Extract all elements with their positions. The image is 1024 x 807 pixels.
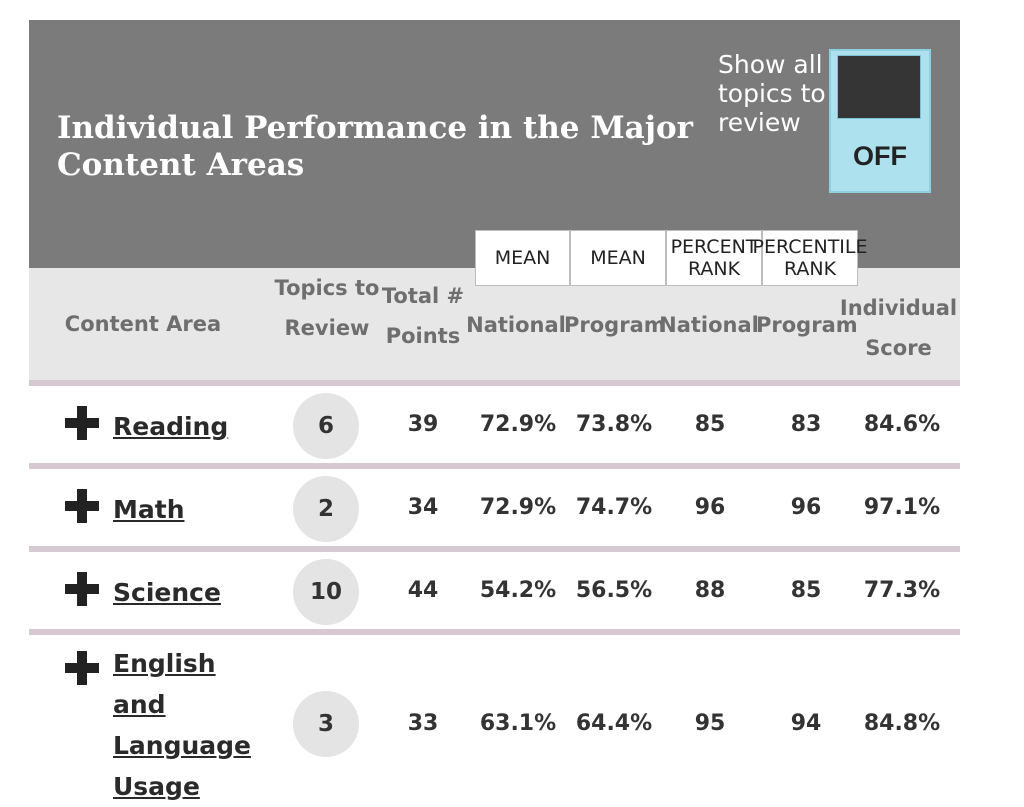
- mean-national-cell: 54.2%: [479, 578, 557, 603]
- mean-program-cell: 73.8%: [575, 412, 653, 437]
- total-points-cell: 33: [407, 711, 439, 736]
- row-divider: [29, 629, 960, 635]
- plus-icon[interactable]: [65, 489, 99, 523]
- pr-national-cell: 85: [694, 412, 726, 437]
- content-area-link[interactable]: Reading: [113, 412, 229, 441]
- content-area-link[interactable]: English and Language Usage: [113, 649, 252, 801]
- column-header-band: Content Area Topics to Review Total # Po…: [29, 268, 960, 380]
- subheader-mean-national: MEAN: [475, 230, 570, 286]
- mean-national-cell: 72.9%: [479, 412, 557, 437]
- column-header-content-area: Content Area: [64, 312, 222, 336]
- column-header-pr-national: National: [659, 313, 759, 337]
- pr-program-cell: 85: [790, 578, 822, 603]
- toggle-knob[interactable]: [837, 55, 921, 119]
- individual-score-cell: 77.3%: [863, 578, 941, 603]
- topics-count-badge: 2: [293, 476, 359, 542]
- subheader-percent-rank-national: PERCENT RANK: [666, 230, 762, 286]
- card-header: Individual Performance in the Major Cont…: [29, 20, 960, 268]
- pr-national-cell: 88: [694, 578, 726, 603]
- column-header-total-points: Total # Points: [381, 284, 465, 348]
- column-header-topics-to-review: Topics to Review: [274, 276, 380, 340]
- individual-score-cell: 84.8%: [863, 711, 941, 736]
- mean-national-cell: 72.9%: [479, 495, 557, 520]
- toggle-label: Show all topics to review: [718, 50, 826, 137]
- table-row: Reading 6 39 72.9% 73.8% 85 83 84.6%: [29, 386, 960, 463]
- column-header-individual-score: Individual Score: [839, 296, 958, 360]
- pr-program-cell: 83: [790, 412, 822, 437]
- topics-count-badge: 10: [293, 559, 359, 625]
- topics-count-badge: 6: [293, 393, 359, 459]
- table-row: Math 2 34 72.9% 74.7% 96 96 97.1%: [29, 469, 960, 546]
- header-divider: [29, 380, 960, 386]
- pr-program-cell: 94: [790, 711, 822, 736]
- mean-national-cell: 63.1%: [479, 711, 557, 736]
- column-header-mean-national: National: [466, 313, 566, 337]
- row-divider: [29, 546, 960, 552]
- table-row: Science 10 44 54.2% 56.5% 88 85 77.3%: [29, 552, 960, 629]
- content-area-link[interactable]: Science: [113, 578, 221, 607]
- plus-icon[interactable]: [65, 572, 99, 606]
- subheader-percentile-rank-program: PERCENTILE RANK: [753, 230, 868, 286]
- column-header-pr-program: Program: [756, 313, 858, 337]
- individual-score-cell: 84.6%: [863, 412, 941, 437]
- mean-program-cell: 74.7%: [575, 495, 653, 520]
- content-area-link[interactable]: Math: [113, 495, 185, 524]
- total-points-cell: 39: [407, 412, 439, 437]
- pr-national-cell: 96: [694, 495, 726, 520]
- plus-icon[interactable]: [65, 406, 99, 440]
- column-header-mean-program: Program: [564, 313, 666, 337]
- page-title: Individual Performance in the Major Cont…: [57, 110, 693, 183]
- individual-score-cell: 97.1%: [863, 495, 941, 520]
- toggle-state-label: OFF: [853, 141, 907, 171]
- total-points-cell: 44: [407, 578, 439, 603]
- performance-card: Individual Performance in the Major Cont…: [29, 20, 960, 807]
- subheader-mean-program: MEAN: [570, 230, 666, 286]
- show-all-topics-toggle[interactable]: OFF: [829, 49, 931, 193]
- mean-program-cell: 56.5%: [575, 578, 653, 603]
- table-row: English and Language Usage 3 33 63.1% 64…: [29, 635, 960, 807]
- plus-icon[interactable]: [65, 651, 99, 685]
- total-points-cell: 34: [407, 495, 439, 520]
- pr-program-cell: 96: [790, 495, 822, 520]
- topics-count-badge: 3: [293, 691, 359, 757]
- mean-program-cell: 64.4%: [575, 711, 653, 736]
- row-divider: [29, 463, 960, 469]
- pr-national-cell: 95: [694, 711, 726, 736]
